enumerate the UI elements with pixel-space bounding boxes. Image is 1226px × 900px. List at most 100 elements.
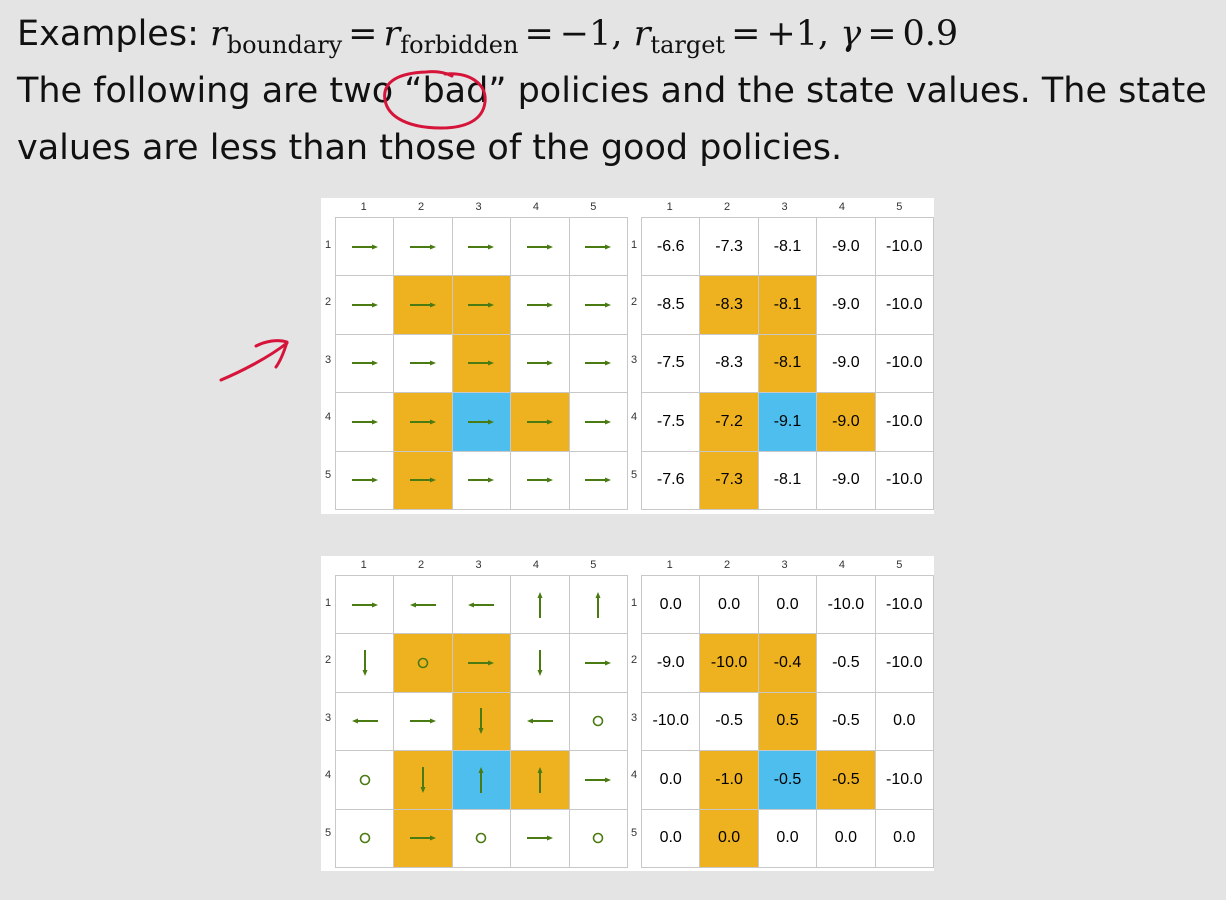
grid-row: 0.0 0.0 0.0 0.0 0.0 — [640, 808, 934, 868]
row-label: 1 — [324, 597, 332, 609]
arrow-right-icon — [526, 302, 553, 308]
policy-cell — [334, 691, 395, 752]
policy-cell — [451, 450, 512, 510]
row-label: 5 — [630, 826, 638, 839]
column-label: 5 — [590, 559, 597, 571]
examples-heading: Examples: rboundary = rforbidden = −1, rtarg… — [17, 17, 958, 58]
policy-cell — [393, 574, 453, 635]
state-value-cell: 0.0 — [699, 574, 759, 635]
stay-circle-icon — [417, 657, 429, 669]
state-value-cell: -7.5 — [640, 333, 701, 394]
state-value-cell: -8.1 — [757, 275, 818, 335]
arrow-right-icon — [468, 360, 495, 366]
grid-row: -7.5 -7.2 -9.1 -9.0 -10.0 — [640, 392, 934, 452]
row-label: 2 — [630, 296, 638, 309]
description-line-2: values are less than those of the good p… — [17, 128, 843, 168]
arrow-right-icon — [351, 244, 378, 250]
arrow-right-icon — [410, 360, 437, 366]
policy-cell — [334, 392, 395, 452]
arrow-right-icon — [410, 302, 437, 308]
policy-cell — [510, 392, 570, 452]
policy-cell — [334, 808, 395, 868]
arrow-right-icon — [468, 302, 495, 308]
policy-cell — [568, 574, 628, 635]
policy-cell — [393, 392, 453, 452]
policy-cell — [568, 333, 628, 394]
state-value-cell: -8.1 — [757, 216, 818, 277]
state-value-cell: -9.0 — [816, 392, 876, 452]
policy-cell — [393, 450, 453, 510]
row-label: 5 — [324, 468, 332, 481]
grid-row — [334, 691, 628, 752]
arrow-right-icon — [585, 660, 612, 666]
policy-cell — [451, 333, 512, 394]
grid-row — [334, 750, 628, 810]
arrow-right-icon — [468, 660, 495, 666]
policy-cell — [451, 633, 512, 693]
row-label: 3 — [630, 353, 638, 366]
policy-cell — [568, 633, 628, 693]
state-value-cell: 0.0 — [640, 808, 701, 868]
grid-row — [334, 808, 628, 868]
arrow-up-icon — [537, 591, 543, 618]
row-label: 4 — [324, 411, 332, 424]
row-label: 1 — [324, 239, 332, 251]
stay-circle-icon — [359, 832, 370, 844]
policy-cell — [393, 216, 453, 277]
row-label: 2 — [324, 296, 332, 309]
row-label: 2 — [324, 654, 332, 667]
state-value-cell: -10.0 — [874, 450, 934, 510]
bad-policy-example-2: 1 2 3 4 5 1 2 3 4 5 0.0 0.0 0.0 -10.0 -10.0 -9.0 -10.0 -0… — [321, 556, 934, 871]
arrow-left-icon — [351, 718, 378, 724]
policy-cell — [451, 216, 512, 277]
row-label: 4 — [324, 769, 332, 782]
state-value-cell: -0.4 — [757, 633, 818, 693]
policy-cell — [568, 691, 628, 752]
row-label: 4 — [630, 411, 638, 424]
column-label: 3 — [781, 559, 788, 571]
arrow-right-icon — [526, 244, 553, 250]
arrow-down-icon — [420, 766, 426, 793]
state-value-grid: 0.0 0.0 0.0 -10.0 -10.0 -9.0 -10.0 -0.4 -0.5 -10.… — [640, 574, 934, 868]
state-value-cell: -10.0 — [874, 750, 934, 810]
row-label: 4 — [630, 769, 638, 782]
grid-row — [334, 574, 628, 635]
policy-cell — [451, 392, 512, 452]
state-value-cell: -10.0 — [874, 216, 934, 277]
state-value-cell: -7.3 — [699, 450, 759, 510]
policy-cell — [568, 750, 628, 810]
state-value-cell: -8.1 — [757, 450, 818, 510]
state-value-cell: -10.0 — [816, 574, 876, 635]
row-label: 1 — [630, 239, 638, 251]
row-label: 3 — [324, 353, 332, 366]
grid-row — [334, 450, 628, 510]
arrow-right-icon — [351, 477, 378, 483]
state-value-cell: -8.5 — [640, 275, 701, 335]
state-value-cell: -9.0 — [816, 450, 876, 510]
arrow-right-icon — [410, 244, 437, 250]
stay-circle-icon — [476, 832, 487, 844]
arrow-right-icon — [526, 835, 553, 841]
state-value-cell: -9.0 — [640, 633, 701, 693]
policy-cell — [334, 450, 395, 510]
column-label: 1 — [360, 559, 367, 571]
arrow-right-icon — [410, 835, 437, 841]
grid-row: -9.0 -10.0 -0.4 -0.5 -10.0 — [640, 633, 934, 693]
column-label: 3 — [475, 559, 482, 571]
state-value-cell: 0.5 — [757, 691, 818, 752]
state-value-cell: -9.0 — [816, 216, 876, 277]
arrow-right-icon — [468, 477, 495, 483]
state-value-cell: -10.0 — [874, 392, 934, 452]
state-value-cell: -0.5 — [816, 750, 876, 810]
arrow-right-icon — [585, 777, 612, 783]
arrow-left-icon — [410, 602, 437, 608]
policy-cell — [334, 333, 395, 394]
state-value-cell: -7.5 — [640, 392, 701, 452]
arrow-right-icon — [585, 244, 612, 250]
column-label: 1 — [666, 201, 673, 213]
arrow-right-icon — [410, 718, 437, 724]
arrow-right-icon — [526, 477, 553, 483]
grid-row: -7.6 -7.3 -8.1 -9.0 -10.0 — [640, 450, 934, 510]
state-value-cell: -10.0 — [699, 633, 759, 693]
arrow-right-icon — [585, 477, 612, 483]
